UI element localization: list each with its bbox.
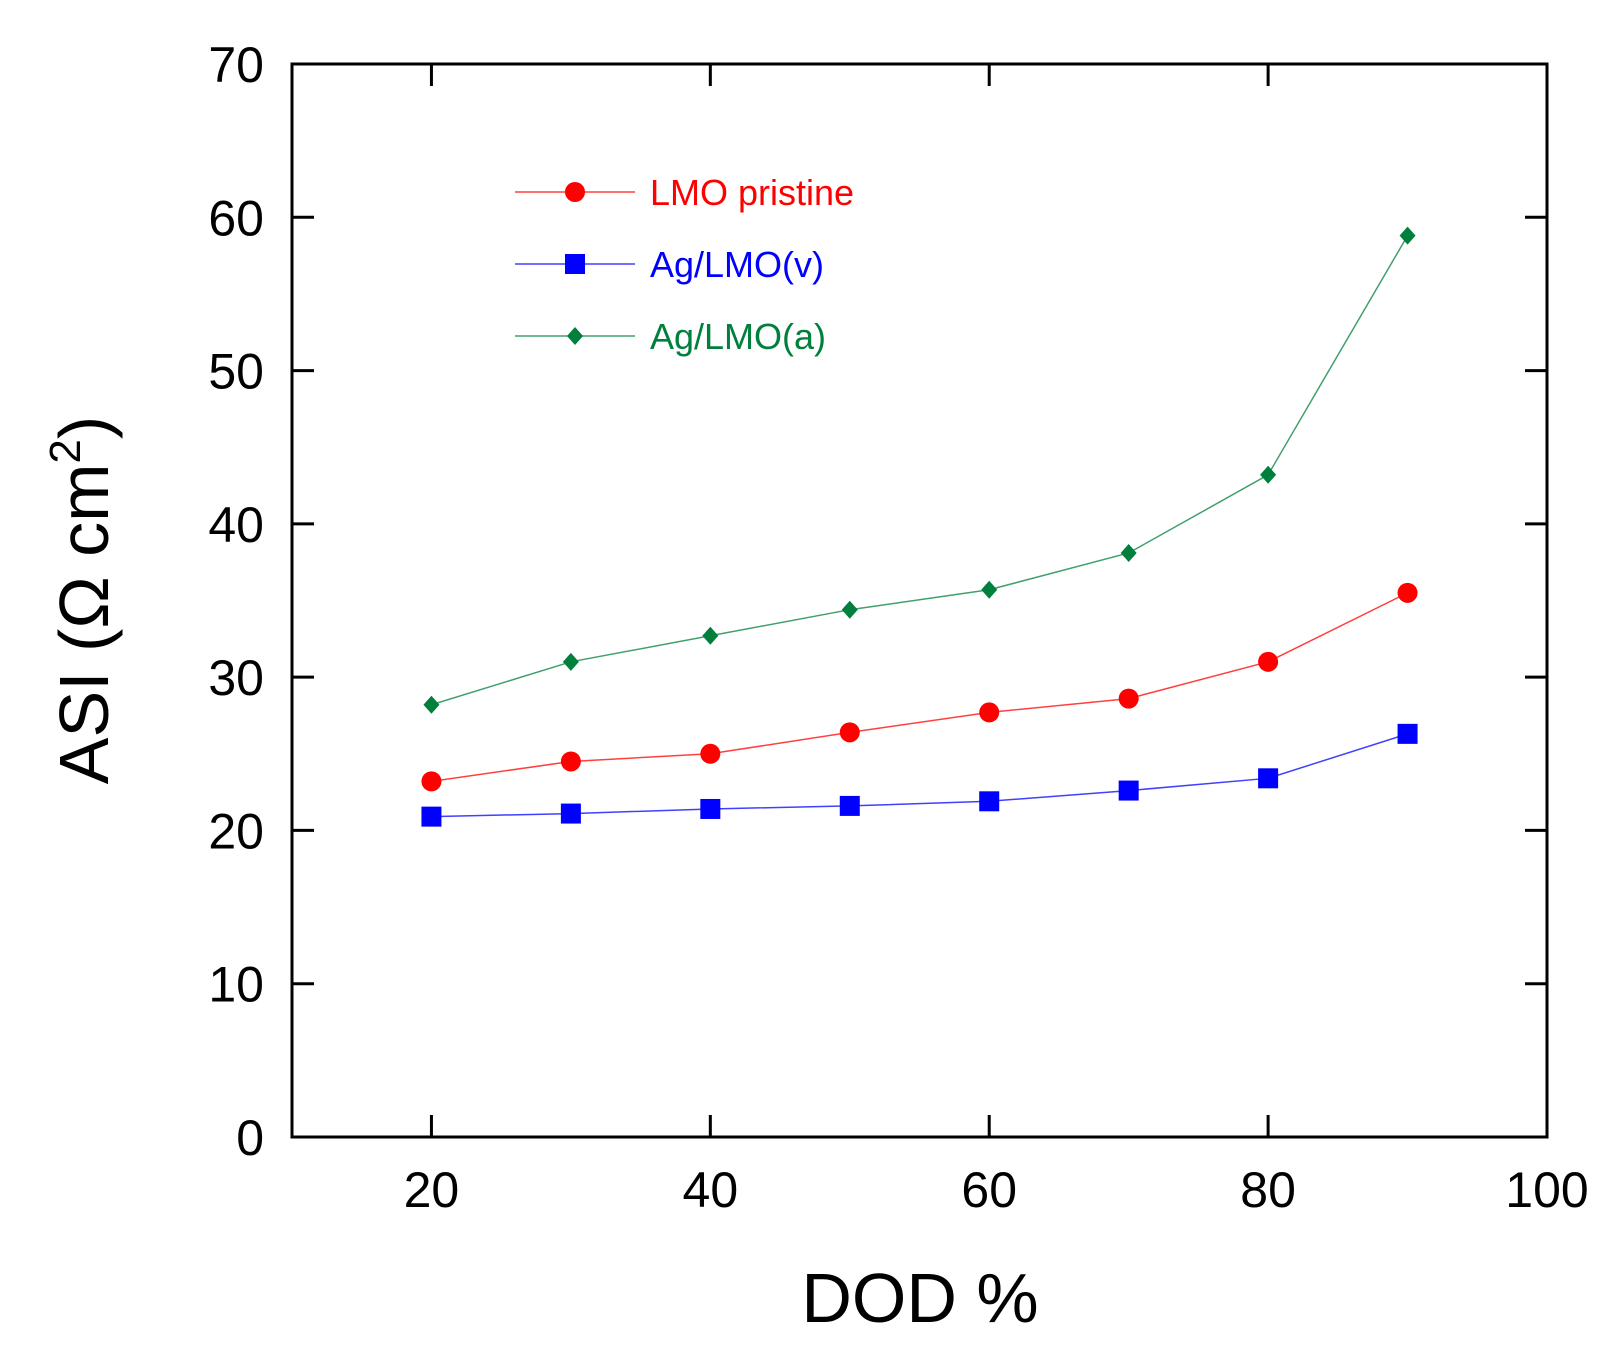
data-point [1397,723,1418,744]
y-tick-label: 60 [208,190,264,246]
legend-label: Ag/LMO(v) [650,244,824,285]
data-point [979,702,1000,723]
series-line [431,733,1408,818]
y-tick-label: 0 [236,1110,264,1166]
y-tick-label: 40 [208,497,264,553]
data-point [1397,582,1418,603]
data-point [560,751,581,772]
data-point [839,795,860,816]
legend-marker [567,327,583,345]
data-point [839,722,860,743]
y-tick-label: 20 [208,803,264,859]
legend-item: Ag/LMO(a) [515,316,826,357]
y-tick-label: 50 [208,344,264,400]
data-point [1258,651,1279,672]
y-axis-title-close: ) [45,416,123,439]
x-tick-label: 60 [961,1162,1017,1218]
data-series [421,226,1418,827]
data-point [423,695,440,714]
axis-ticks: 0 10 20 30 40 50 60 70 20 40 60 80 100 [208,37,1588,1218]
legend-label: Ag/LMO(a) [650,316,826,357]
series-diamond [423,226,1416,714]
data-point [560,803,581,824]
data-point [562,652,579,671]
data-point [1260,465,1277,484]
data-point [700,798,721,819]
y-axis-title-superscript: 2 [41,439,90,463]
y-tick-label: 10 [208,957,264,1013]
plot-frame [290,62,1549,1139]
data-point [1118,780,1139,801]
data-point [1258,768,1279,789]
series-circle [421,582,1418,792]
series-line [431,592,1408,783]
legend-item: LMO pristine [515,172,854,213]
series-line [431,235,1409,706]
legend-label: LMO pristine [650,172,854,213]
data-point [421,771,442,792]
x-tick-label: 40 [683,1162,739,1218]
legend-marker [565,182,585,202]
legend: LMO pristine Ag/LMO(v) Ag/LMO(a) [515,172,854,357]
series-square [421,723,1418,827]
x-tick-label: 100 [1505,1162,1588,1218]
y-tick-label: 30 [208,650,264,706]
data-point [700,743,721,764]
x-axis-title: DOD % [801,1259,1038,1337]
data-point [841,600,858,619]
data-point [981,580,998,599]
data-point [1399,226,1416,245]
data-point [979,791,1000,812]
legend-marker [565,254,585,274]
data-point [1118,688,1139,709]
x-tick-label: 80 [1240,1162,1296,1218]
legend-item: Ag/LMO(v) [515,244,824,285]
x-tick-label: 20 [404,1162,460,1218]
y-tick-label: 70 [208,37,264,93]
data-point [1120,543,1137,562]
y-axis-title: ASI (Ω cm2) [41,416,123,784]
data-point [702,626,719,645]
data-point [421,806,442,827]
